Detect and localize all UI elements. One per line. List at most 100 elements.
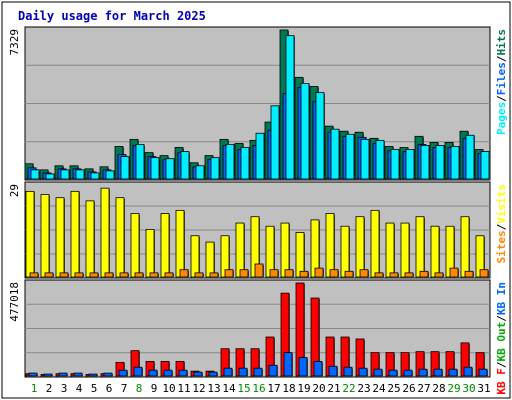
- legend-item: Files: [495, 62, 508, 95]
- bar-sites: [299, 270, 309, 278]
- bar-visits: [340, 225, 350, 278]
- bar-sites: [119, 272, 129, 278]
- bar-visits: [145, 229, 155, 278]
- bar-pages: [360, 138, 370, 180]
- bar-sites: [29, 272, 39, 278]
- bar-sites: [59, 272, 69, 278]
- bar-visits: [160, 213, 170, 278]
- y-max-label: 7329: [8, 29, 21, 56]
- bar-sites: [479, 269, 489, 278]
- bar-visits: [55, 197, 65, 278]
- bar-sites: [284, 269, 294, 278]
- legend-item: Visits: [495, 184, 508, 224]
- legend-item: Pages: [495, 102, 508, 135]
- bar-visits: [70, 190, 80, 278]
- bar-sites: [404, 272, 414, 278]
- bar-pages: [375, 139, 385, 180]
- bar-pages: [225, 144, 235, 180]
- bar-sites: [359, 269, 369, 278]
- legend-item: /: [495, 361, 508, 368]
- bar-visits: [40, 194, 50, 278]
- bar-kbin: [223, 367, 233, 377]
- bar-sites: [434, 272, 444, 278]
- day-label: 10: [162, 382, 175, 395]
- panel-visits_sites: 29 Sites/Visits: [8, 181, 508, 279]
- bar-pages: [75, 169, 85, 180]
- day-label: 15: [237, 382, 250, 395]
- bar-pages: [435, 145, 445, 180]
- bar-kbin: [298, 357, 308, 377]
- legend-item: /: [495, 55, 508, 62]
- bar-pages: [345, 133, 355, 180]
- bar-visits: [295, 232, 305, 278]
- day-label: 12: [192, 382, 205, 395]
- bar-pages: [420, 145, 430, 180]
- day-label: 16: [252, 382, 265, 395]
- bar-sites: [224, 269, 234, 278]
- bar-pages: [180, 151, 190, 180]
- bar-pages: [240, 147, 250, 180]
- day-label: 28: [432, 382, 445, 395]
- bar-visits: [355, 216, 365, 278]
- bar-pages: [315, 92, 325, 180]
- legend-item: Hits: [495, 29, 508, 56]
- bar-sites: [194, 272, 204, 278]
- day-label: 24: [372, 382, 386, 395]
- bar-kbin: [238, 367, 248, 377]
- bar-visits: [385, 222, 395, 278]
- bar-pages: [90, 172, 100, 180]
- bar-kbin: [448, 368, 458, 377]
- bar-kbin: [268, 364, 278, 377]
- bar-kbin: [58, 372, 68, 377]
- bar-sites: [164, 272, 174, 278]
- bar-kbin: [418, 368, 428, 377]
- bar-kbin: [163, 369, 173, 377]
- day-label: 25: [387, 382, 400, 395]
- day-label: 7: [121, 382, 128, 395]
- bar-visits: [175, 209, 185, 278]
- bar-visits: [100, 187, 110, 278]
- bar-sites: [149, 272, 159, 278]
- bar-kbin: [133, 366, 143, 377]
- bar-visits: [235, 222, 245, 278]
- bar-pages: [135, 144, 145, 180]
- bar-kbin: [208, 371, 218, 377]
- bar-sites: [464, 270, 474, 278]
- bar-kbin: [118, 369, 128, 377]
- day-label: 29: [447, 382, 460, 395]
- bar-sites: [374, 272, 384, 278]
- bar-pages: [120, 156, 130, 180]
- bar-kbin: [463, 366, 473, 377]
- day-label: 11: [177, 382, 190, 395]
- bar-kbin: [253, 367, 263, 377]
- bar-visits: [25, 190, 35, 278]
- day-label: 23: [357, 382, 370, 395]
- bar-sites: [104, 272, 114, 278]
- day-label: 31: [477, 382, 490, 395]
- bar-kbin: [178, 369, 188, 377]
- bar-pages: [150, 157, 160, 180]
- bar-sites: [179, 269, 189, 278]
- bar-sites: [269, 269, 279, 278]
- bar-visits: [400, 222, 410, 278]
- bar-pages: [390, 149, 400, 180]
- bar-pages: [285, 35, 295, 180]
- bar-pages: [30, 169, 40, 180]
- day-label: 27: [417, 382, 430, 395]
- bar-kbin: [43, 373, 53, 377]
- bar-sites: [314, 267, 324, 278]
- bar-visits: [430, 225, 440, 278]
- day-label: 26: [402, 382, 415, 395]
- bar-sites: [44, 272, 54, 278]
- legend-item: /: [495, 95, 508, 102]
- day-label: 1: [31, 382, 38, 395]
- bar-kbin: [73, 372, 83, 377]
- bar-sites: [419, 270, 429, 278]
- day-label: 9: [151, 382, 158, 395]
- bar-kbin: [148, 369, 158, 377]
- bar-kbin: [478, 368, 488, 377]
